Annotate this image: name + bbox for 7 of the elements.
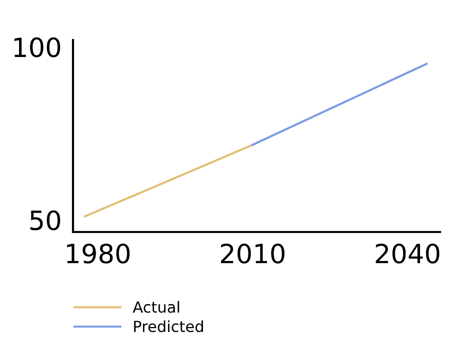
x-tick-label: 2040 [376,244,440,264]
legend-label: Actual [132,300,180,313]
y-tick-label: 100 [14,37,60,58]
x-tick-label: 1980 [67,244,130,264]
x-tick-label: 2010 [220,244,284,264]
legend-label: Predicted [134,320,203,332]
y-tick-label: 50 [30,210,60,230]
